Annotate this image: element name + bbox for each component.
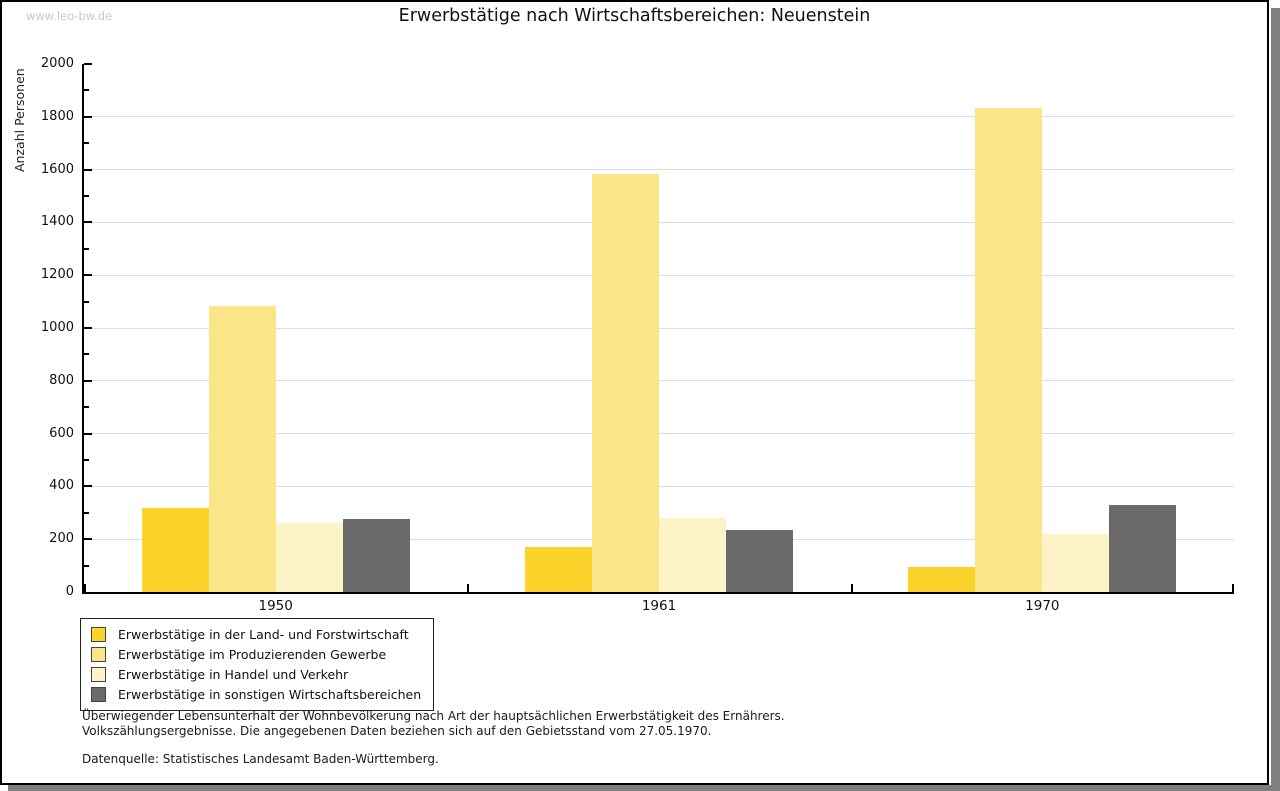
y-axis-tick — [84, 195, 89, 197]
bar-1970-series-3 — [1042, 533, 1110, 592]
x-axis-tick-label: 1950 — [258, 598, 293, 614]
y-axis-tick — [84, 89, 89, 92]
gridline — [84, 433, 1234, 435]
legend-label: Erwerbstätige in der Land- und Forstwirt… — [118, 626, 409, 642]
legend-label: Erwerbstätige im Produzierenden Gewerbe — [118, 646, 387, 662]
legend-item: Erwerbstätige in Handel und Verkehr — [91, 664, 421, 684]
y-axis-tick — [84, 221, 92, 224]
plot-area: 0 200 400 600 800 1000 1200 1400 1600 1800 2000 195… — [41, 56, 1234, 614]
drop-shadow-bottom — [8, 785, 1280, 791]
bar-1970-series-2 — [975, 107, 1043, 592]
y-axis-tick — [84, 432, 92, 435]
y-axis-tick-label: 200 — [49, 531, 74, 547]
legend-swatch — [91, 666, 106, 682]
x-axis-tick-label: 1970 — [1025, 598, 1060, 614]
y-axis-tick — [84, 247, 89, 250]
y-axis-tick-label: 1200 — [40, 267, 74, 283]
gridline — [84, 485, 1234, 487]
y-axis-tick — [84, 142, 89, 145]
bar-1961-series-3 — [659, 518, 726, 592]
legend-label: Erwerbstätige in Handel und Verkehr — [118, 666, 349, 682]
footnote-line-2: Volkszählungsergebnisse. Die angegebenen… — [82, 723, 712, 738]
y-axis-tick — [84, 511, 89, 514]
gridline — [84, 380, 1234, 382]
gridline — [84, 221, 1234, 223]
watermark: www.leo-bw.de — [26, 9, 113, 23]
y-axis-tick-label: 1600 — [40, 161, 74, 177]
y-axis-tick — [84, 379, 92, 382]
bar-1970-series-1 — [908, 566, 976, 592]
y-axis-tick — [84, 459, 89, 461]
y-axis-tick-label: 0 — [65, 584, 74, 599]
footnote: Überwiegender Lebensunterhalt der Wohnbe… — [82, 709, 785, 738]
y-axis-tick-label: 800 — [49, 372, 74, 388]
gridline — [84, 327, 1234, 329]
y-axis-tick — [84, 327, 92, 329]
legend-item: Erwerbstätige in sonstigen Wirtschaftsbe… — [91, 684, 421, 704]
bar-1961-series-1 — [525, 547, 592, 592]
y-axis-tick — [84, 300, 89, 303]
y-axis-tick-label: 600 — [49, 425, 74, 441]
bar-1950-series-1 — [141, 507, 209, 592]
legend-label: Erwerbstätige in sonstigen Wirtschaftsbe… — [118, 686, 422, 702]
legend-swatch — [91, 646, 106, 662]
y-axis-tick — [84, 538, 92, 541]
bar-1950-series-2 — [208, 305, 276, 592]
legend-swatch — [91, 626, 106, 642]
y-axis-tick — [84, 274, 92, 277]
bar-1950-series-3 — [275, 523, 343, 592]
gridline — [84, 274, 1234, 276]
x-axis-tick — [1232, 584, 1234, 592]
drop-shadow-right — [1271, 8, 1280, 791]
legend: Erwerbstätige in der Land- und Forstwirt… — [80, 618, 435, 711]
x-axis-tick — [467, 584, 470, 592]
footnote-line-1: Überwiegender Lebensunterhalt der Wohnbe… — [82, 709, 785, 723]
gridline — [84, 169, 1234, 171]
legend-item: Erwerbstätige in der Land- und Forstwirt… — [91, 624, 421, 644]
y-axis-tick-label: 1400 — [40, 214, 74, 230]
y-axis-tick — [84, 115, 92, 118]
bar-1970-series-4 — [1109, 504, 1177, 592]
y-axis-tick — [84, 485, 92, 488]
data-source: Datenquelle: Statistisches Landesamt Bad… — [82, 752, 439, 766]
bar-1961-series-2 — [592, 173, 659, 592]
bar-1961-series-4 — [726, 529, 793, 592]
y-axis-tick — [84, 63, 92, 65]
y-axis-tick — [84, 406, 89, 409]
legend-item: Erwerbstätige im Produzierenden Gewerbe — [91, 644, 421, 664]
y-axis-tick — [84, 353, 89, 356]
x-axis-tick — [84, 584, 86, 592]
x-axis-tick-label: 1961 — [641, 598, 677, 614]
y-axis-tick-label: 2000 — [40, 56, 74, 71]
legend-swatch — [91, 686, 106, 702]
page-title: Erwerbstätige nach Wirtschaftsbereichen:… — [398, 6, 871, 26]
y-axis-tick-label: 1800 — [40, 108, 74, 124]
y-axis-tick — [84, 168, 92, 171]
gridline — [84, 116, 1234, 118]
bar-1950-series-4 — [342, 519, 410, 592]
y-axis-tick-label: 400 — [49, 478, 74, 494]
y-axis-tick-label: 1000 — [40, 320, 74, 335]
y-axis-tick — [84, 564, 89, 567]
x-axis-tick — [850, 584, 853, 592]
